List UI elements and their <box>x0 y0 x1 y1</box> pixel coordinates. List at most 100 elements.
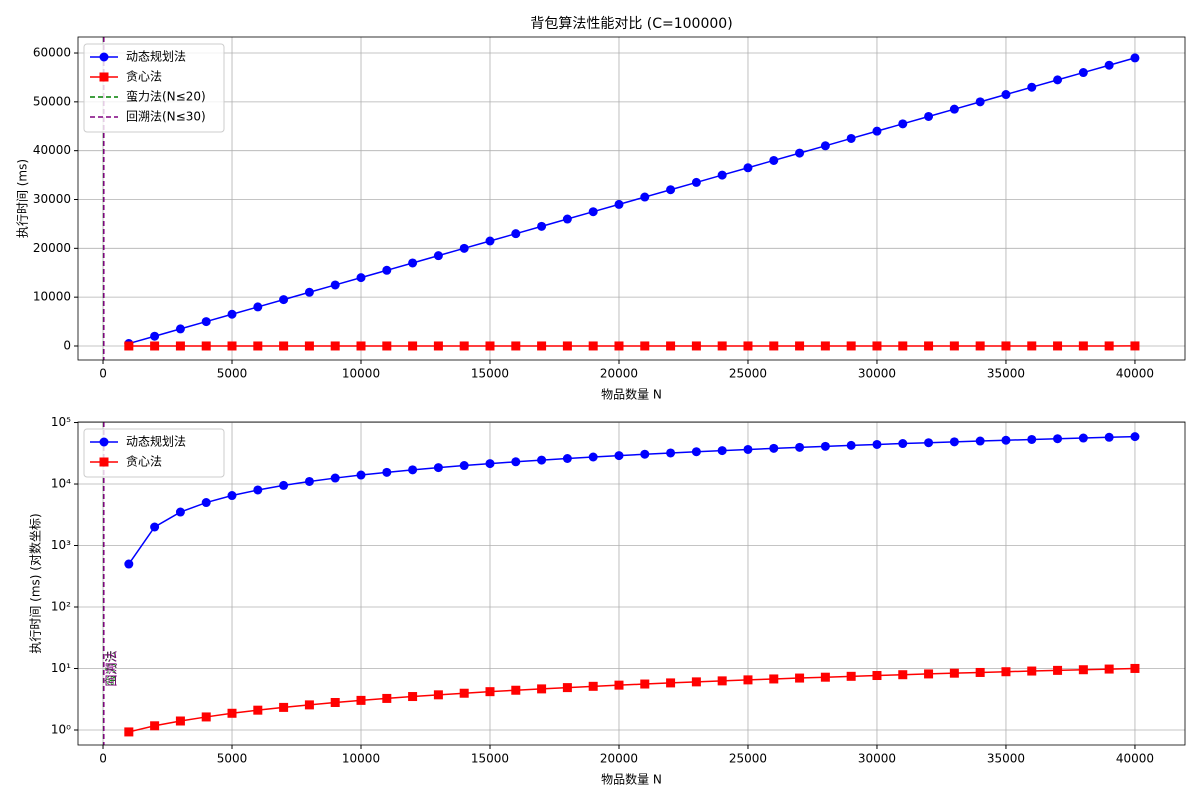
y-tick-label: 40000 <box>33 143 71 157</box>
marker <box>537 456 546 465</box>
marker <box>1130 664 1139 673</box>
marker <box>976 437 985 446</box>
marker <box>950 341 959 350</box>
marker <box>408 692 417 701</box>
marker <box>898 670 907 679</box>
x-tick-label: 5000 <box>217 367 248 381</box>
marker <box>331 474 340 483</box>
marker <box>202 341 211 350</box>
marker <box>898 341 907 350</box>
marker <box>924 341 933 350</box>
x-axis-label: 物品数量 N <box>601 772 662 787</box>
legend-label: 贪心法 <box>126 454 162 469</box>
marker <box>666 341 675 350</box>
marker <box>795 341 804 350</box>
marker <box>872 440 881 449</box>
marker <box>950 437 959 446</box>
marker <box>485 237 494 246</box>
marker <box>176 324 185 333</box>
marker <box>847 341 856 350</box>
marker <box>1079 341 1088 350</box>
marker <box>872 341 881 350</box>
marker <box>1027 435 1036 444</box>
marker <box>769 156 778 165</box>
marker <box>1027 83 1036 92</box>
marker <box>1027 667 1036 676</box>
marker <box>1001 341 1010 350</box>
y-tick-label: 10⁵ <box>51 415 71 429</box>
marker <box>305 700 314 709</box>
marker <box>795 443 804 452</box>
marker <box>228 491 237 500</box>
marker <box>485 459 494 468</box>
marker <box>1130 341 1139 350</box>
vertical-line-label: 回溯法 <box>103 650 118 686</box>
marker <box>124 341 133 350</box>
marker <box>124 727 133 736</box>
marker <box>253 341 262 350</box>
marker <box>537 684 546 693</box>
legend-label: 动态规划法 <box>126 434 186 449</box>
marker <box>847 441 856 450</box>
marker <box>821 341 830 350</box>
y-tick-label: 10000 <box>33 290 71 304</box>
x-tick-label: 0 <box>99 367 107 381</box>
marker <box>976 668 985 677</box>
marker <box>357 341 366 350</box>
marker <box>743 163 752 172</box>
marker <box>460 341 469 350</box>
marker <box>279 341 288 350</box>
marker <box>150 523 159 532</box>
marker <box>898 439 907 448</box>
x-tick-label: 10000 <box>342 367 380 381</box>
x-tick-label: 25000 <box>729 367 767 381</box>
marker <box>924 669 933 678</box>
marker <box>279 481 288 490</box>
marker <box>511 457 520 466</box>
marker <box>1053 75 1062 84</box>
marker <box>718 171 727 180</box>
y-tick-label: 10⁴ <box>51 477 71 491</box>
x-tick-label: 10000 <box>342 752 380 766</box>
marker <box>950 105 959 114</box>
y-tick-label: 30000 <box>33 192 71 206</box>
legend-label: 回溯法(N≤30) <box>126 109 206 124</box>
marker <box>434 690 443 699</box>
marker <box>434 341 443 350</box>
y-tick-label: 10³ <box>51 538 71 552</box>
marker <box>460 461 469 470</box>
y-tick-label: 0 <box>63 338 71 352</box>
marker <box>150 721 159 730</box>
x-tick-label: 35000 <box>987 367 1025 381</box>
legend-label: 贪心法 <box>126 69 162 84</box>
marker <box>589 682 598 691</box>
marker <box>202 498 211 507</box>
marker <box>382 694 391 703</box>
x-axis-label: 物品数量 N <box>601 387 662 402</box>
marker <box>563 683 572 692</box>
marker <box>692 677 701 686</box>
plot-area <box>104 422 1140 745</box>
marker <box>718 341 727 350</box>
marker <box>1130 53 1139 62</box>
marker <box>666 185 675 194</box>
marker <box>976 341 985 350</box>
marker <box>640 680 649 689</box>
marker <box>434 251 443 260</box>
y-axis-label: 执行时间 (ms) <box>16 159 30 238</box>
y-tick-label: 50000 <box>33 94 71 108</box>
series-line <box>129 668 1135 731</box>
marker <box>950 669 959 678</box>
marker <box>614 200 623 209</box>
marker <box>563 341 572 350</box>
marker <box>228 341 237 350</box>
marker <box>357 471 366 480</box>
marker <box>202 712 211 721</box>
marker <box>692 178 701 187</box>
marker <box>460 689 469 698</box>
y-axis-label: 执行时间 (ms) (对数坐标) <box>28 513 43 653</box>
marker <box>692 341 701 350</box>
marker <box>279 703 288 712</box>
y-tick-label: 20000 <box>33 241 71 255</box>
marker <box>1053 341 1062 350</box>
